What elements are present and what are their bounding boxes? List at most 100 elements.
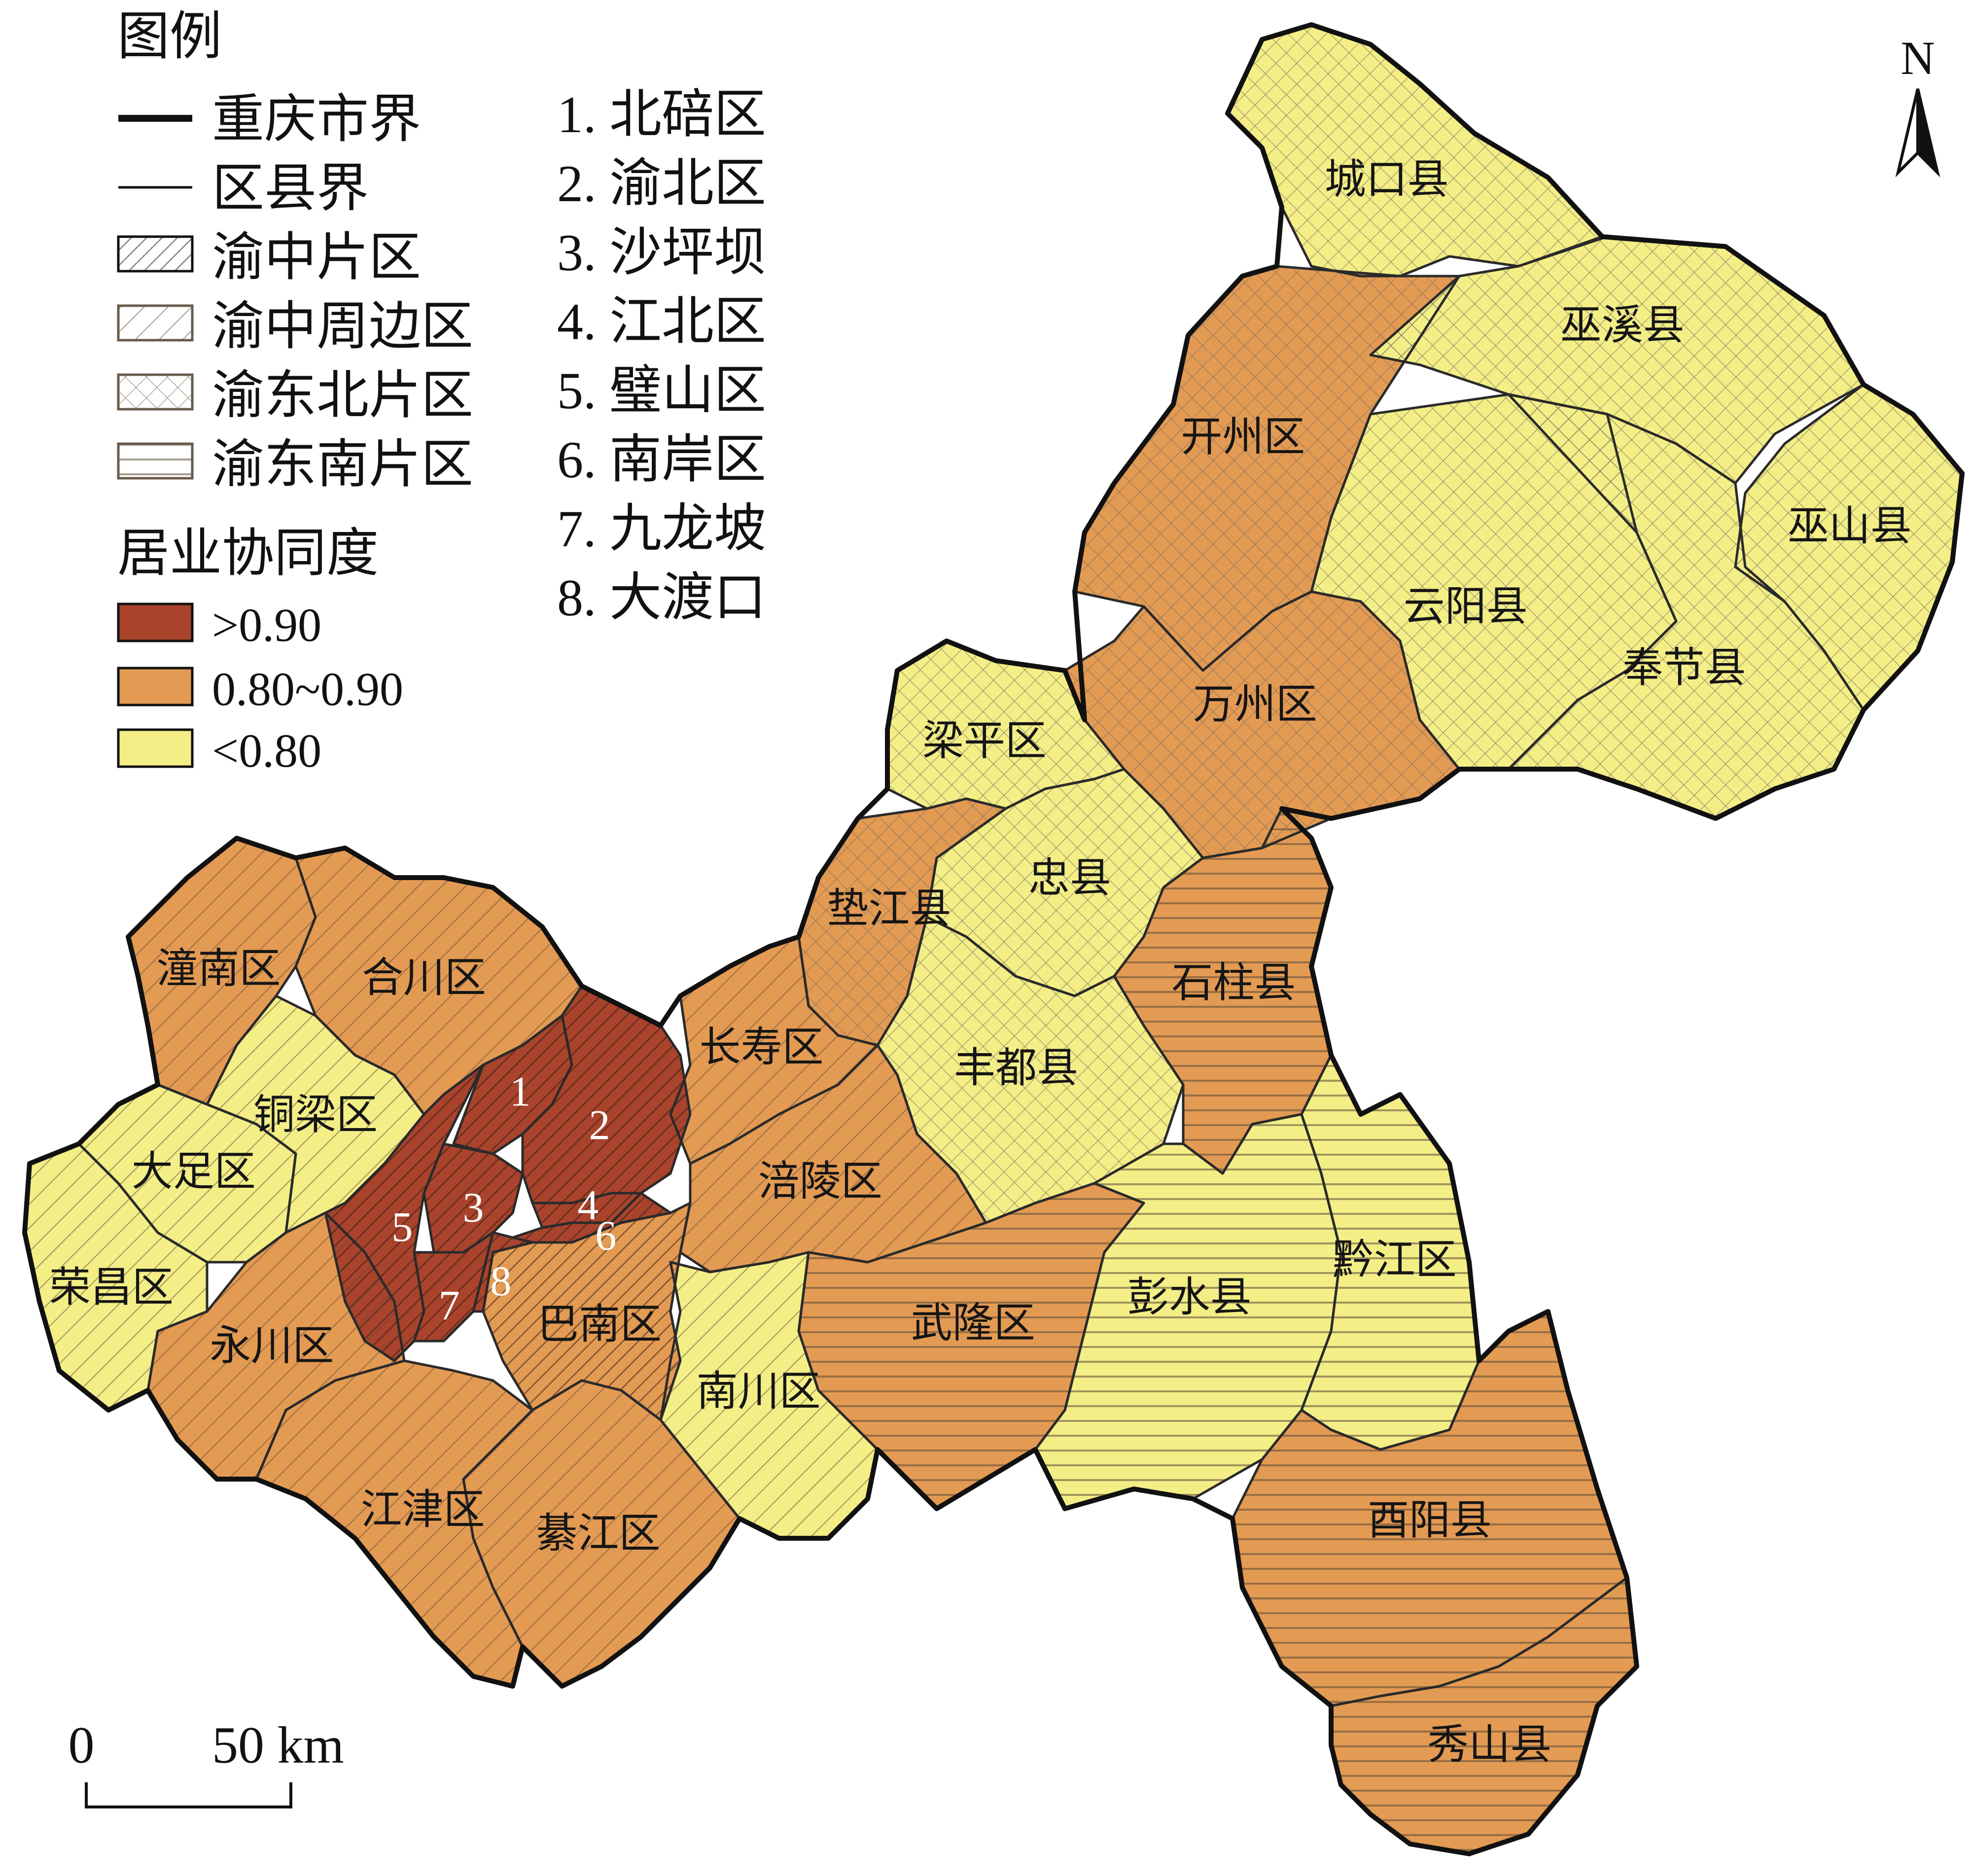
district-label-shizhu: 石柱县	[1171, 960, 1296, 1006]
legend-city-boundary-label: 重庆市界	[212, 91, 421, 148]
district-hatch-zhongxian	[927, 769, 1203, 996]
district-hatch-tongnan	[128, 838, 316, 1104]
legend-numbered-2: 2. 渝北区	[557, 155, 766, 212]
legend: 图例 重庆市界 区县界 渝中片区 渝中周边区 渝东北片区 渝东南片区 居业协同度…	[117, 8, 766, 777]
legend-zone-periphery-label: 渝中周边区	[212, 298, 473, 355]
north-arrow-label: N	[1901, 32, 1935, 84]
district-label-qianjiang: 黔江区	[1333, 1238, 1457, 1283]
legend-class-low-swatch	[117, 728, 194, 768]
district-label-xiushan: 秀山县	[1427, 1722, 1551, 1768]
district-label-youyang: 酉阳县	[1368, 1498, 1492, 1544]
district-label-zhongxian: 忠县	[1028, 855, 1111, 901]
legend-numbered-3: 3. 沙坪坝	[557, 224, 766, 282]
scale-bar: 0 50 km	[69, 1716, 344, 1808]
district-label-nanchuan: 南川区	[697, 1369, 821, 1415]
legend-zone-yuzhong-label: 渝中片区	[212, 229, 421, 286]
legend-class-high-swatch	[117, 602, 194, 642]
district-label-wuxi: 巫溪县	[1560, 303, 1685, 349]
district-border-fuling	[679, 1044, 987, 1274]
city-boundary	[22, 22, 1965, 1856]
district-label-dianjiang: 垫江县	[827, 886, 951, 932]
district-hatch-fengjie	[1509, 394, 1864, 818]
district-label-wanzhou: 万州区	[1193, 682, 1317, 728]
district-label-bishan: 5	[391, 1203, 413, 1250]
district-label-beibei: 1	[510, 1068, 531, 1115]
district-hatch-banan	[483, 1203, 690, 1420]
district-label-jiulongpo: 7	[439, 1282, 460, 1329]
district-label-fuling: 涪陵区	[758, 1159, 882, 1204]
legend-class-high-label: >0.90	[212, 599, 321, 651]
district-hatch-dazu	[79, 1085, 296, 1262]
district-hatch-wanzhou	[1065, 592, 1459, 858]
district-hatch-changshou	[670, 937, 878, 1164]
district-border-wanzhou	[1063, 590, 1461, 859]
north-arrow-icon: N	[1895, 32, 1940, 177]
district-hatch-nanan	[513, 1193, 670, 1242]
district-hatch-yubei	[523, 986, 690, 1203]
district-label-hechuan: 合川区	[362, 956, 486, 1001]
district-label-fengdu: 丰都县	[954, 1045, 1078, 1091]
district-label-liangping: 梁平区	[922, 718, 1047, 764]
scale-bar-distance: 50 km	[212, 1716, 344, 1774]
district-hatch-qijiang	[463, 1380, 740, 1686]
legend-zone-southeast-swatch	[117, 442, 194, 480]
district-hatch-dianjiang	[799, 799, 1006, 1045]
legend-zone-periphery-swatch	[117, 304, 194, 342]
district-label-wulong: 武隆区	[911, 1301, 1035, 1346]
legend-numbered-6: 6. 南岸区	[557, 431, 766, 489]
legend-zone-northeast-swatch	[117, 373, 194, 411]
legend-numbered-5: 5. 璧山区	[557, 362, 766, 420]
legend-numbered-7: 7. 九龙坡	[557, 500, 766, 558]
district-label-tongliang: 铜梁区	[253, 1093, 378, 1138]
district-hatch-fuling	[680, 1045, 986, 1272]
district-hatch-jiangjin	[256, 1361, 532, 1686]
legend-numbered-8: 8. 大渡口	[557, 569, 766, 627]
district-hatch-rongchang	[25, 1144, 207, 1410]
district-hatch-chengkou	[1228, 25, 1602, 276]
district-label-yongchuan: 永川区	[210, 1323, 334, 1369]
district-border-dadukou	[472, 1231, 534, 1313]
district-hatch-qianjiang	[1302, 1055, 1479, 1450]
legend-zone-southeast-label: 渝东南片区	[212, 436, 473, 494]
legend-numbered-1: 1. 北碚区	[557, 86, 766, 143]
district-label-yubei: 2	[589, 1101, 610, 1149]
district-hatch-wulong	[799, 1183, 1144, 1509]
legend-title: 图例	[117, 8, 222, 66]
district-hatch-shizhu	[1114, 809, 1331, 1173]
district-label-yunyang: 云阳县	[1404, 584, 1528, 630]
scale-bar-line	[85, 1782, 292, 1808]
scale-bar-zero: 0	[69, 1716, 95, 1774]
legend-classes-title: 居业协同度	[117, 525, 379, 582]
legend-class-low-label: <0.80	[212, 724, 321, 777]
district-hatch-xiushan	[1331, 1578, 1637, 1854]
district-label-qijiang: 綦江区	[536, 1511, 660, 1557]
district-label-shapingba: 3	[463, 1184, 484, 1231]
district-hatch-jiulongpo	[414, 1233, 493, 1341]
legend-class-mid-swatch	[117, 667, 194, 707]
district-label-jiangjin: 江津区	[361, 1487, 485, 1533]
legend-class-mid-label: 0.80~0.90	[212, 663, 403, 715]
district-hatch-pengshui	[1035, 1114, 1341, 1509]
district-hatch-tongliang	[207, 996, 424, 1233]
district-label-nanan: 6	[595, 1211, 616, 1259]
district-label-fengjie: 奉节县	[1622, 645, 1746, 691]
district-hatch-bishan	[325, 1065, 483, 1361]
legend-district-boundary-label: 区县界	[212, 160, 369, 217]
district-hatch-nanchuan	[661, 1252, 878, 1538]
district-hatch-yunyang	[1311, 394, 1676, 769]
legend-numbered-4: 4. 江北区	[557, 293, 766, 351]
district-hatch-fengdu	[878, 917, 1183, 1223]
district-hatch-hechuan	[296, 848, 582, 1114]
district-label-dazu: 大足区	[132, 1149, 256, 1195]
district-label-pengshui: 彭水县	[1127, 1275, 1252, 1321]
district-hatch-kaizhou	[1075, 266, 1459, 671]
district-label-tongnan: 潼南区	[156, 946, 281, 992]
district-hatch-wushan	[1735, 385, 1962, 710]
district-hatch-beibei	[454, 1016, 572, 1154]
district-label-banan: 巴南区	[537, 1302, 662, 1348]
district-label-chengkou: 城口县	[1325, 157, 1449, 203]
district-label-rongchang: 荣昌区	[49, 1265, 174, 1311]
district-label-dadukou: 8	[490, 1257, 511, 1305]
